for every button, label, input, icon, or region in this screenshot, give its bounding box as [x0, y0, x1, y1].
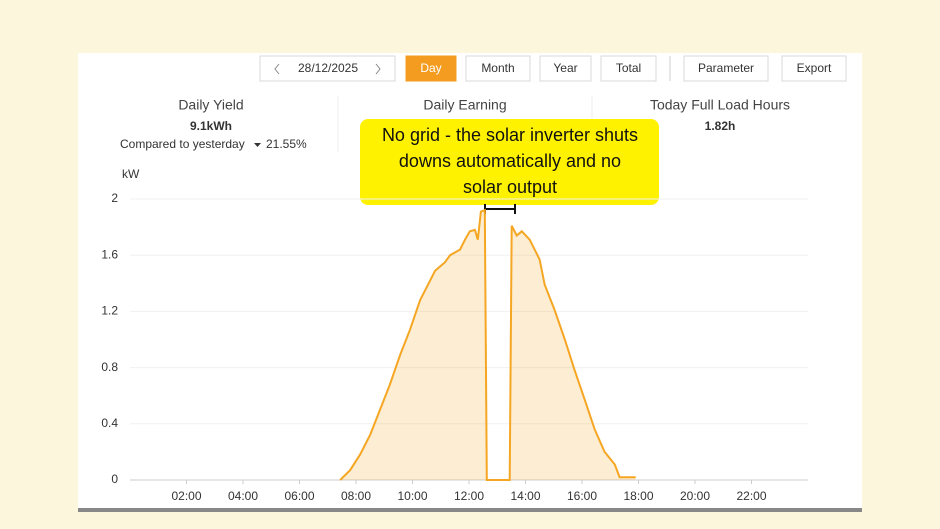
annotation-text: solar output — [463, 177, 557, 197]
tab-button[interactable]: Year — [539, 55, 592, 82]
panel-bottom-bar — [78, 508, 862, 512]
x-tick-label: 06:00 — [284, 489, 314, 503]
button-bg — [683, 55, 769, 82]
tab-button[interactable]: Month — [465, 55, 531, 82]
button-label: Total — [616, 61, 641, 75]
stat-value: 1.82h — [705, 119, 736, 133]
action-button[interactable]: Parameter — [683, 55, 769, 82]
annotation-text: No grid - the solar inverter shuts — [382, 125, 638, 145]
tab-button[interactable]: Total — [600, 55, 657, 82]
y-tick-label: 0.4 — [101, 416, 118, 430]
action-button[interactable]: Export — [781, 55, 847, 82]
stat-label: Today Full Load Hours — [650, 97, 790, 113]
button-label: Year — [553, 61, 577, 75]
x-tick-label: 10:00 — [397, 489, 427, 503]
button-bg — [600, 55, 657, 82]
power-line — [339, 208, 636, 481]
compare-label: Compared to yesterday — [120, 137, 245, 151]
button-label: Month — [481, 61, 514, 75]
x-tick-label: 14:00 — [510, 489, 540, 503]
tab-button[interactable]: Day — [405, 55, 457, 82]
x-tick-label: 16:00 — [567, 489, 597, 503]
x-tick-label: 02:00 — [171, 489, 201, 503]
stat-label: Daily Yield — [178, 97, 243, 113]
y-tick-label: 0.8 — [101, 360, 118, 374]
prev-arrow[interactable] — [274, 63, 280, 75]
button-label: Parameter — [698, 61, 754, 75]
dropdown-icon[interactable] — [254, 143, 261, 147]
stat-value: 9.1kWh — [190, 119, 232, 133]
date-box — [259, 55, 396, 82]
annotation-box — [360, 119, 659, 205]
x-tick-label: 04:00 — [228, 489, 258, 503]
date-text: 28/12/2025 — [298, 61, 358, 75]
stat-label: Daily Earning — [423, 97, 506, 113]
y-tick-label: 1.6 — [101, 247, 118, 261]
area-fill — [340, 210, 636, 480]
x-tick-label: 20:00 — [680, 489, 710, 503]
y-tick-label: 0 — [111, 472, 118, 486]
button-bg — [539, 55, 592, 82]
date-picker[interactable]: 28/12/2025 — [259, 55, 396, 82]
next-arrow[interactable] — [375, 63, 381, 75]
y-axis-label: kW — [122, 167, 140, 181]
button-bg — [405, 55, 457, 82]
compare-value: 21.55% — [266, 137, 307, 151]
button-bg — [465, 55, 531, 82]
x-tick-label: 08:00 — [341, 489, 371, 503]
button-label: Day — [420, 61, 441, 75]
y-tick-label: 2 — [111, 191, 118, 205]
x-tick-label: 12:00 — [454, 489, 484, 503]
x-tick-label: 22:00 — [736, 489, 766, 503]
annotation-text: downs automatically and no — [399, 151, 621, 171]
button-label: Export — [797, 61, 832, 75]
button-bg — [781, 55, 847, 82]
y-tick-label: 1.2 — [101, 304, 118, 318]
x-tick-label: 18:00 — [623, 489, 653, 503]
